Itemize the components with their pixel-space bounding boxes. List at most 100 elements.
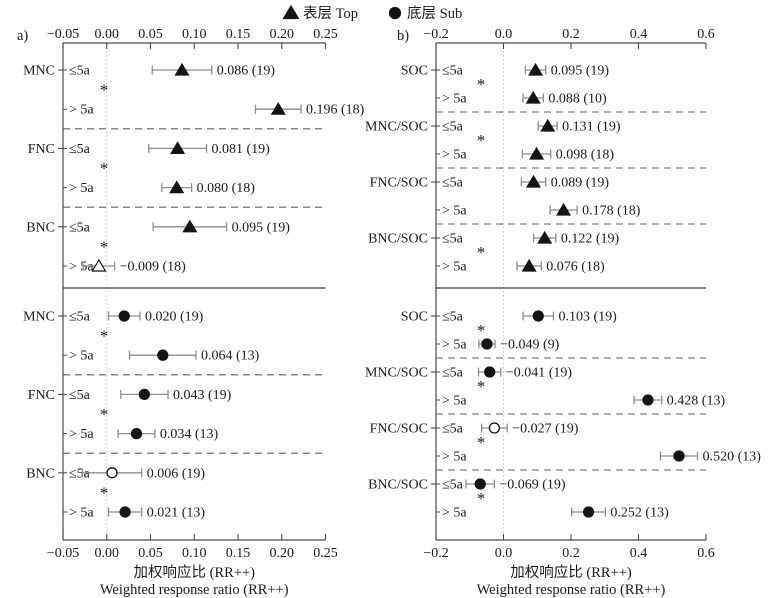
- x-tick-label-top: 0.6: [697, 27, 715, 42]
- x-tick-label-bottom: 0.10: [182, 546, 207, 561]
- data-point-circle: [130, 427, 143, 440]
- value-label: −0.027 (19): [512, 422, 579, 437]
- significance-asterisk: *: [477, 433, 486, 452]
- x-tick-label-bottom: 0.25: [313, 546, 338, 561]
- category-label: SOC: [401, 310, 428, 325]
- category-label: MNC: [23, 310, 55, 325]
- x-tick-label-bottom: 0.20: [270, 546, 295, 561]
- significance-asterisk: *: [477, 75, 486, 94]
- value-label: 0.043 (19): [173, 388, 232, 403]
- legend-circle-icon: [388, 6, 402, 20]
- data-point-triangle: [91, 258, 107, 272]
- value-label: 0.428 (13): [667, 394, 726, 409]
- subgroup-label: ≤5a: [442, 232, 464, 247]
- x-tick-label-top: 0.2: [562, 27, 580, 42]
- value-label: 0.021 (13): [147, 506, 206, 521]
- value-label: 0.095 (19): [551, 64, 610, 79]
- subgroup-label: > 5a: [442, 148, 467, 163]
- value-label: 0.086 (19): [217, 64, 276, 79]
- value-label: 0.076 (18): [546, 260, 605, 275]
- x-tick-label-bottom: −0.2: [423, 546, 448, 561]
- x-tick-label-top: 0.0: [495, 27, 513, 42]
- value-label: 0.122 (19): [561, 232, 620, 247]
- x-tick-label-top: 0.4: [630, 27, 648, 42]
- data-point-circle: [582, 506, 595, 518]
- x-tick-label-top: 0.20: [270, 27, 295, 42]
- subgroup-label: ≤5a: [69, 220, 91, 235]
- data-point-triangle: [556, 202, 572, 216]
- legend-triangle-icon: [282, 4, 300, 20]
- data-point-triangle: [270, 102, 286, 115]
- data-point-triangle: [525, 90, 541, 104]
- subgroup-label: ≤5a: [442, 176, 464, 191]
- data-point-circle: [474, 478, 486, 490]
- data-point-circle: [138, 388, 151, 401]
- subgroup-label: ≤5a: [442, 310, 464, 325]
- subgroup-label: > 5a: [442, 204, 467, 219]
- category-label: FNC/SOC: [370, 176, 428, 191]
- subgroup-label: > 5a: [442, 506, 467, 521]
- x-tick-label-top: −0.05: [47, 27, 79, 42]
- significance-asterisk: *: [477, 489, 486, 508]
- x-tick-label-bottom: 0.0: [495, 546, 513, 561]
- x-tick-label-top: 0.15: [226, 27, 251, 42]
- data-point-circle: [119, 506, 131, 518]
- value-label: 0.080 (18): [197, 181, 256, 196]
- data-point-triangle: [525, 174, 542, 188]
- subgroup-label: ≤5a: [442, 120, 464, 135]
- subgroup-label: > 5a: [69, 506, 94, 521]
- x-tick-label-top: 0.25: [313, 27, 338, 42]
- value-label: 0.178 (18): [582, 204, 641, 219]
- significance-asterisk: *: [477, 321, 486, 340]
- subgroup-label: ≤5a: [442, 478, 464, 493]
- data-point-circle: [106, 467, 118, 479]
- data-point-triangle: [540, 118, 556, 132]
- subgroup-label: > 5a: [69, 427, 94, 442]
- value-label: 0.064 (13): [201, 349, 260, 364]
- value-label: −0.041 (19): [506, 366, 573, 381]
- subgroup-label: ≤5a: [69, 388, 91, 403]
- subgroup-label: ≤5a: [69, 310, 91, 325]
- subgroup-label: > 5a: [442, 450, 467, 465]
- data-point-circle: [642, 394, 654, 406]
- category-label: MNC/SOC: [365, 366, 428, 381]
- subgroup-label: > 5a: [69, 181, 94, 196]
- data-point-circle: [118, 310, 130, 322]
- category-label: MNC/SOC: [365, 120, 428, 135]
- value-label: 0.089 (19): [551, 176, 610, 191]
- value-label: 0.006 (19): [147, 466, 206, 481]
- value-label: −0.009 (18): [120, 260, 187, 275]
- category-label: BNC/SOC: [368, 478, 428, 493]
- value-label: −0.069 (19): [499, 478, 566, 493]
- x-tick-label-bottom: 0.15: [226, 546, 251, 561]
- category-label: FNC: [28, 142, 55, 157]
- data-point-triangle: [537, 230, 553, 244]
- x-axis-title-cn: 加权响应比 (RR++): [134, 563, 256, 581]
- value-label: −0.049 (9): [500, 338, 560, 353]
- value-label: 0.020 (19): [145, 310, 204, 325]
- x-tick-label-top: 0.00: [95, 27, 120, 42]
- significance-asterisk: *: [100, 159, 109, 178]
- subgroup-label: > 5a: [442, 394, 467, 409]
- value-label: 0.103 (19): [558, 310, 617, 325]
- significance-asterisk: *: [477, 243, 486, 262]
- data-point-triangle: [528, 62, 544, 76]
- x-tick-label-bottom: 0.05: [138, 546, 163, 561]
- data-point-circle: [673, 450, 685, 462]
- data-point-triangle: [529, 146, 545, 160]
- data-point-triangle: [174, 62, 190, 76]
- x-axis-title-cn: 加权响应比 (RR++): [510, 563, 632, 581]
- subgroup-label: ≤5a: [69, 466, 91, 481]
- significance-asterisk: *: [100, 405, 109, 424]
- data-point-triangle: [169, 180, 185, 194]
- value-label: 0.095 (19): [232, 220, 291, 235]
- value-label: 0.098 (18): [556, 148, 615, 163]
- subgroup-label: > 5a: [69, 103, 94, 118]
- subgroup-label: > 5a: [69, 349, 94, 364]
- data-point-circle: [157, 349, 169, 361]
- x-tick-label-bottom: 0.6: [697, 546, 715, 561]
- category-label: BNC: [26, 466, 55, 481]
- subgroup-label: ≤5a: [442, 64, 464, 79]
- x-tick-label-top: −0.2: [423, 27, 448, 42]
